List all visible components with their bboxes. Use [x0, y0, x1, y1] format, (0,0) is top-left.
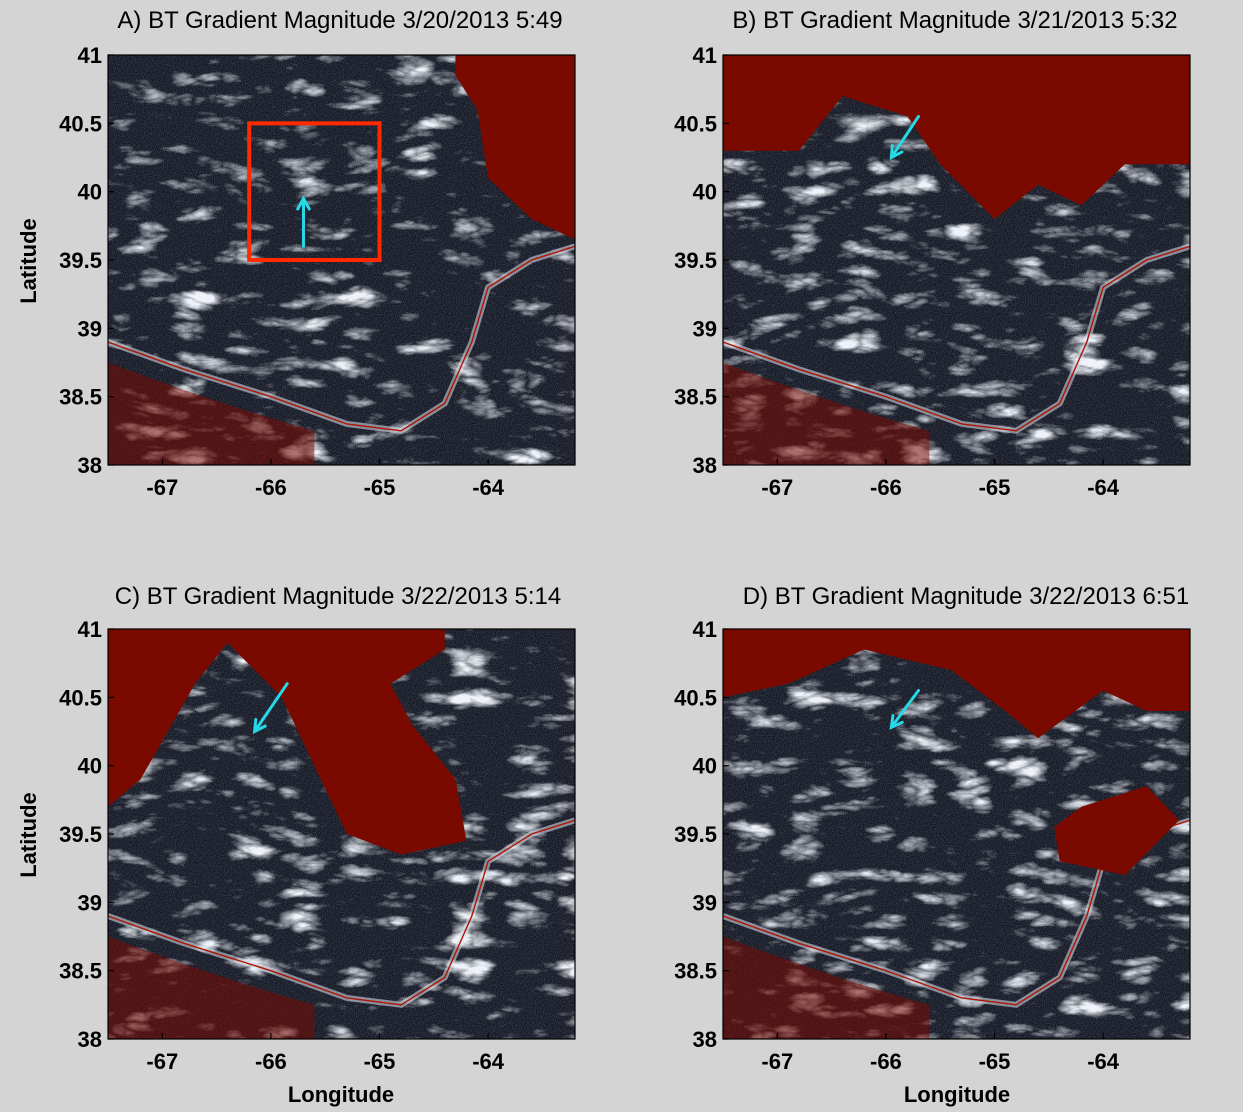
x-tick-label: -64 — [472, 1049, 505, 1074]
front-contour — [108, 245, 575, 432]
y-tick-label: 38.5 — [674, 959, 717, 984]
noise-region — [723, 936, 930, 1039]
y-tick-label: 40.5 — [674, 111, 717, 136]
noise-region — [108, 362, 315, 465]
land-cloud-mask — [238, 55, 575, 240]
panel-title: C) BT Gradient Magnitude 3/22/2013 5:14 — [115, 583, 562, 610]
x-tick-label: -67 — [146, 1049, 178, 1074]
x-tick-label: -65 — [364, 475, 396, 500]
region-box — [247, 121, 382, 263]
x-tick-label: -65 — [979, 1049, 1011, 1074]
plot-area: 38 38.5 39 39.5 40 40.5 41 -67 -66 -65 -64 — [674, 617, 1191, 1074]
feature-arrow — [889, 115, 920, 161]
y-tick-label: 41 — [693, 43, 717, 68]
y-tick-label: 39 — [693, 316, 717, 341]
y-tick-label: 40.5 — [674, 685, 717, 710]
y-tick-label: 40.5 — [59, 111, 102, 136]
y-tick-label: 38 — [78, 1027, 102, 1052]
y-axis-label: Latitude — [16, 218, 41, 304]
x-tick-label: -64 — [1087, 1049, 1120, 1074]
panel-title: B) BT Gradient Magnitude 3/21/2013 5:32 — [732, 7, 1177, 34]
x-tick-label: -67 — [761, 475, 793, 500]
y-tick-label: 39.5 — [59, 248, 102, 273]
y-tick-label: 38.5 — [59, 959, 102, 984]
y-tick-label: 39.5 — [674, 248, 717, 273]
panel-title: D) BT Gradient Magnitude 3/22/2013 6:51 — [743, 583, 1190, 610]
feature-arrow — [889, 689, 920, 730]
y-tick-label: 38 — [693, 1027, 717, 1052]
x-axis-label: Longitude — [904, 1082, 1010, 1107]
y-tick-label: 39 — [693, 890, 717, 915]
panel-a: A) BT Gradient Magnitude 3/20/2013 5:49 … — [16, 7, 576, 500]
feature-arrow — [252, 682, 289, 735]
y-tick-label: 39 — [78, 316, 102, 341]
y-tick-label: 41 — [693, 617, 717, 642]
x-tick-label: -67 — [761, 1049, 793, 1074]
plot-area: 38 38.5 39 39.5 40 40.5 41 -67 -66 -65 -64 — [59, 617, 576, 1074]
x-tick-label: -64 — [472, 475, 505, 500]
panel-b: B) BT Gradient Magnitude 3/21/2013 5:32 … — [674, 7, 1191, 500]
y-tick-label: 39.5 — [674, 822, 717, 847]
y-tick-label: 41 — [78, 43, 102, 68]
x-tick-label: -66 — [870, 1049, 902, 1074]
panel-d: D) BT Gradient Magnitude 3/22/2013 6:51 … — [674, 583, 1191, 1107]
plot-area: 38 38.5 39 39.5 40 40.5 41 -67 -66 -65 -64 — [59, 43, 576, 500]
y-tick-label: 38 — [78, 453, 102, 478]
cloud-mask-patch — [1054, 786, 1180, 875]
x-tick-label: -67 — [146, 475, 178, 500]
plot-area: 38 38.5 39 39.5 40 40.5 41 -67 -66 -65 -64 — [674, 43, 1191, 500]
y-tick-label: 40 — [693, 754, 717, 779]
y-tick-label: 40 — [693, 180, 717, 205]
y-tick-label: 38 — [693, 453, 717, 478]
land-cloud-mask — [723, 629, 1190, 739]
y-tick-label: 38.5 — [59, 385, 102, 410]
feature-arrow — [296, 195, 311, 248]
x-tick-label: -64 — [1087, 475, 1120, 500]
y-tick-label: 38.5 — [674, 385, 717, 410]
land-cloud-mask — [108, 629, 467, 855]
noise-region — [723, 362, 930, 465]
x-tick-label: -66 — [255, 475, 287, 500]
panel-title: A) BT Gradient Magnitude 3/20/2013 5:49 — [117, 7, 562, 34]
land-cloud-mask — [723, 55, 1190, 219]
noise-region — [108, 936, 315, 1039]
y-tick-label: 40 — [78, 754, 102, 779]
front-contour — [723, 245, 1190, 432]
front-contour — [108, 819, 575, 1006]
x-tick-label: -66 — [870, 475, 902, 500]
x-tick-label: -66 — [255, 1049, 287, 1074]
x-tick-label: -65 — [979, 475, 1011, 500]
x-axis-label: Longitude — [288, 1082, 394, 1107]
y-axis-label: Latitude — [16, 792, 41, 878]
y-tick-label: 41 — [78, 617, 102, 642]
y-tick-label: 39.5 — [59, 822, 102, 847]
panel-c: C) BT Gradient Magnitude 3/22/2013 5:14 … — [16, 583, 576, 1107]
y-tick-label: 39 — [78, 890, 102, 915]
y-tick-label: 40.5 — [59, 685, 102, 710]
x-tick-label: -65 — [364, 1049, 396, 1074]
y-tick-label: 40 — [78, 180, 102, 205]
